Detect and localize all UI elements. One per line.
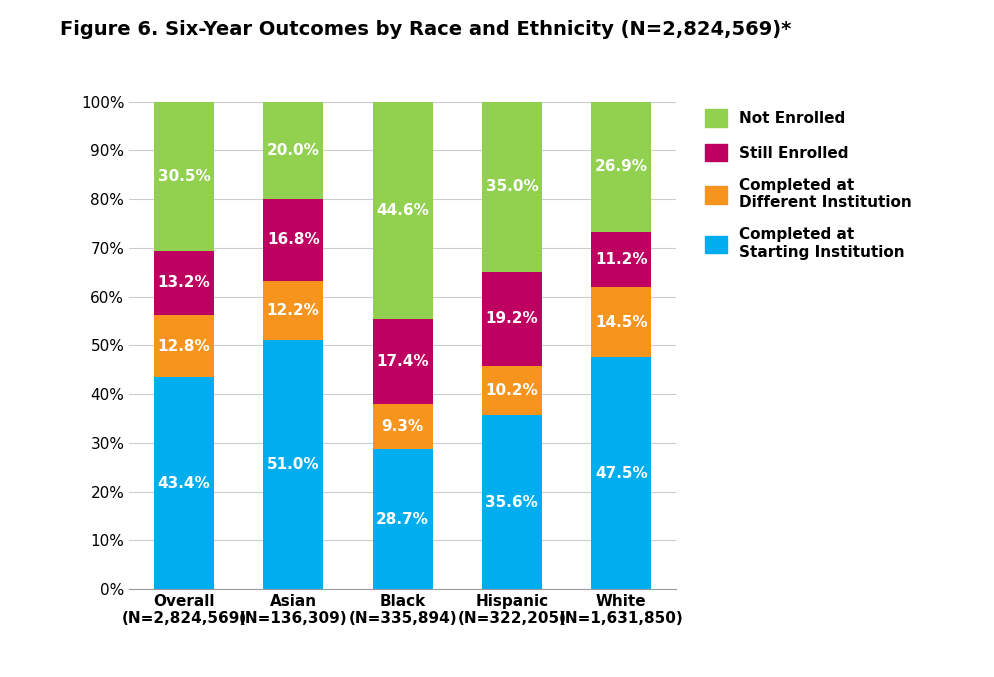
Text: 11.2%: 11.2% xyxy=(595,252,647,267)
Bar xyxy=(373,449,432,589)
Bar xyxy=(154,315,214,378)
Legend: Not Enrolled, Still Enrolled, Completed at
Different Institution, Completed at
S: Not Enrolled, Still Enrolled, Completed … xyxy=(706,109,911,260)
Text: 12.2%: 12.2% xyxy=(266,303,320,318)
Text: Figure 6. Six-Year Outcomes by Race and Ethnicity (N=2,824,569)*: Figure 6. Six-Year Outcomes by Race and … xyxy=(60,20,791,39)
Text: 13.2%: 13.2% xyxy=(157,276,211,290)
Text: 10.2%: 10.2% xyxy=(485,383,539,398)
Text: 26.9%: 26.9% xyxy=(594,159,648,174)
Bar xyxy=(154,378,214,589)
Bar xyxy=(373,319,432,403)
Text: 47.5%: 47.5% xyxy=(594,466,648,481)
Bar xyxy=(154,250,214,315)
Bar xyxy=(591,232,651,287)
Text: 20.0%: 20.0% xyxy=(266,143,320,158)
Text: 9.3%: 9.3% xyxy=(382,419,423,434)
Bar xyxy=(591,357,651,589)
Bar xyxy=(263,102,323,199)
Text: 35.0%: 35.0% xyxy=(485,179,539,194)
Bar xyxy=(373,403,432,449)
Text: 16.8%: 16.8% xyxy=(266,232,320,248)
Bar xyxy=(591,287,651,357)
Bar xyxy=(482,102,542,272)
Bar xyxy=(373,102,432,319)
Text: 35.6%: 35.6% xyxy=(485,495,539,510)
Text: 19.2%: 19.2% xyxy=(485,311,539,326)
Bar xyxy=(154,102,214,250)
Bar xyxy=(263,281,323,341)
Text: 12.8%: 12.8% xyxy=(157,338,211,354)
Bar xyxy=(482,416,542,589)
Bar xyxy=(482,272,542,366)
Text: 51.0%: 51.0% xyxy=(267,457,319,472)
Text: 44.6%: 44.6% xyxy=(376,202,429,218)
Text: 30.5%: 30.5% xyxy=(157,169,211,184)
Bar xyxy=(482,366,542,416)
Bar xyxy=(591,101,651,232)
Text: 28.7%: 28.7% xyxy=(376,512,429,527)
Text: 14.5%: 14.5% xyxy=(595,315,647,330)
Text: 43.4%: 43.4% xyxy=(157,476,211,491)
Bar xyxy=(263,341,323,589)
Bar xyxy=(263,199,323,281)
Text: 17.4%: 17.4% xyxy=(377,354,428,369)
